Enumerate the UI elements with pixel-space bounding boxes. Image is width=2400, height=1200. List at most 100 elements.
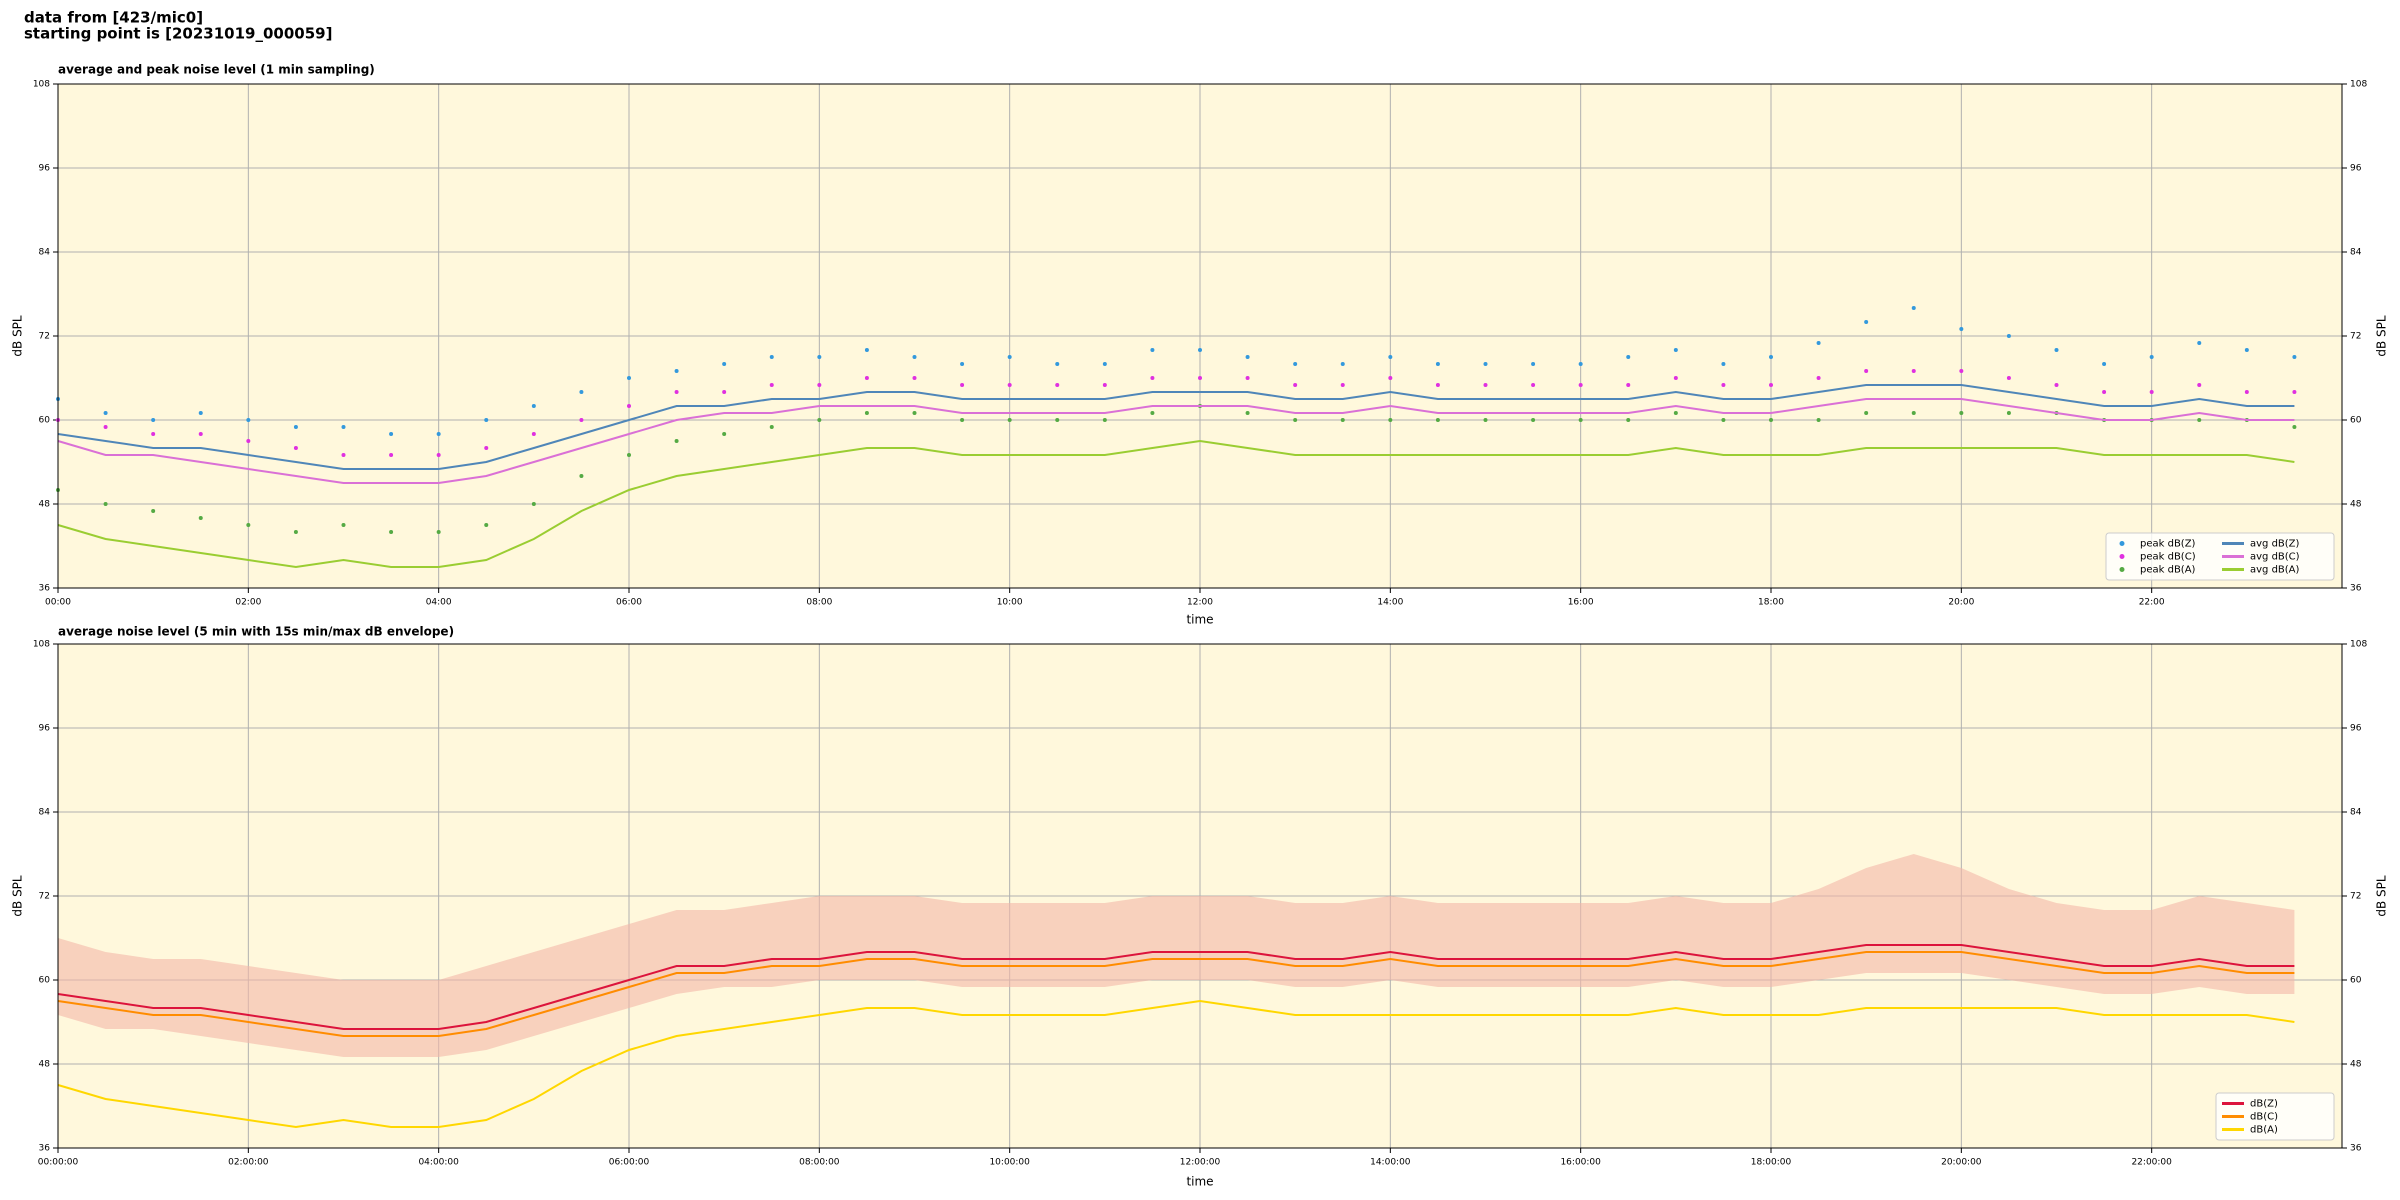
peak-point: [864, 411, 869, 415]
peak-point: [389, 432, 394, 436]
peak-point: [436, 453, 441, 457]
peak-point: [579, 418, 584, 422]
y-tick-label: 108: [2350, 640, 2367, 650]
peak-point: [1483, 362, 1488, 366]
y-tick-label: 96: [39, 164, 51, 174]
peak-point: [1483, 418, 1488, 422]
y-tick-label: 48: [2350, 500, 2362, 510]
series-line: [57, 951, 2295, 1037]
peak-point: [1578, 383, 1583, 387]
peak-point: [246, 418, 251, 422]
legend-label: peak dB(Z): [2140, 539, 2196, 550]
x-tick-label: 14:00: [1377, 598, 1403, 608]
peak-point: [436, 530, 441, 534]
peak-point: [2006, 334, 2011, 338]
y-tick-label: 96: [2350, 724, 2362, 734]
legend-label: avg dB(C): [2250, 552, 2300, 563]
peak-point: [1435, 362, 1440, 366]
peak-point: [1150, 411, 1155, 415]
x-tick-label: 20:00:00: [1941, 1158, 1982, 1168]
peak-point: [1245, 376, 1250, 380]
y-tick-label: 96: [39, 724, 51, 734]
peak-point: [341, 425, 346, 429]
x-tick-label: 16:00:00: [1560, 1158, 1601, 1168]
peak-point: [1007, 383, 1012, 387]
x-tick-label: 08:00:00: [799, 1158, 840, 1168]
x-tick-label: 06:00:00: [609, 1158, 650, 1168]
x-tick-label: 18:00:00: [1751, 1158, 1792, 1168]
peak-point: [817, 355, 822, 359]
legend-label: peak dB(A): [2140, 565, 2196, 576]
peak-point: [1293, 362, 1298, 366]
peak-point: [1007, 418, 1012, 422]
x-axis-label: time: [1186, 613, 1213, 627]
chart-title: average noise level (5 min with 15s min/…: [58, 625, 454, 639]
peak-point: [1864, 411, 1869, 415]
peak-point: [2149, 390, 2154, 394]
legend-label: peak dB(C): [2140, 552, 2196, 563]
y-tick-label: 84: [2350, 808, 2362, 818]
peak-point: [769, 383, 774, 387]
peak-point: [2006, 411, 2011, 415]
x-tick-label: 18:00: [1758, 598, 1784, 608]
peak-point: [103, 411, 108, 415]
peak-point: [531, 432, 536, 436]
peak-point: [1626, 355, 1631, 359]
peak-point: [2102, 390, 2107, 394]
y-tick-label: 36: [2350, 1144, 2362, 1154]
peak-point: [674, 369, 679, 373]
peak-point: [1531, 418, 1536, 422]
peak-point: [1959, 369, 1964, 373]
peak-point: [198, 411, 203, 415]
x-tick-label: 12:00: [1187, 598, 1213, 608]
y-tick-label: 48: [2350, 1060, 2362, 1070]
peak-point: [769, 355, 774, 359]
peak-point: [1198, 348, 1202, 352]
peak-point: [1198, 376, 1202, 380]
y-tick-label: 36: [39, 584, 51, 594]
y-tick-label: 60: [2350, 976, 2362, 986]
y-tick-label: 96: [2350, 164, 2362, 174]
x-axis-label: time: [1186, 1175, 1213, 1189]
peak-point: [627, 453, 631, 457]
y-tick-label: 60: [39, 416, 51, 426]
y-tick-label: 72: [2350, 332, 2361, 342]
legend-label: dB(A): [2250, 1125, 2278, 1136]
legend-label: avg dB(Z): [2250, 539, 2300, 550]
peak-point: [722, 390, 727, 394]
peak-point: [2149, 355, 2154, 359]
y-axis-label: dB SPL: [2375, 875, 2389, 917]
y-tick-label: 84: [2350, 248, 2362, 258]
peak-point: [579, 390, 584, 394]
x-tick-label: 14:00:00: [1370, 1158, 1411, 1168]
peak-point: [960, 362, 965, 366]
peak-point: [627, 376, 631, 380]
peak-point: [1769, 418, 1773, 422]
peak-point: [1673, 376, 1678, 380]
peak-point: [627, 404, 631, 408]
peak-point: [246, 439, 251, 443]
y-tick-label: 108: [2350, 80, 2367, 90]
peak-point: [1150, 376, 1155, 380]
legend-marker: [2119, 567, 2125, 572]
legend-marker: [2119, 541, 2125, 546]
peak-point: [912, 411, 917, 415]
y-tick-label: 84: [39, 808, 51, 818]
series-line: [57, 439, 2295, 569]
peak-point: [674, 390, 679, 394]
series-line: [57, 999, 2295, 1129]
peak-point: [1055, 383, 1060, 387]
peak-point: [293, 446, 298, 450]
series-line: [57, 944, 2295, 1030]
x-tick-label: 22:00: [2139, 598, 2165, 608]
x-tick-label: 20:00: [1948, 598, 1974, 608]
peak-point: [341, 523, 346, 527]
peak-point: [1959, 411, 1964, 415]
peak-point: [674, 439, 679, 443]
peak-point: [2244, 348, 2249, 352]
peak-point: [1864, 369, 1869, 373]
y-tick-label: 48: [39, 1060, 51, 1070]
peak-point: [1293, 383, 1298, 387]
peak-point: [1293, 418, 1298, 422]
y-tick-label: 108: [33, 80, 50, 90]
